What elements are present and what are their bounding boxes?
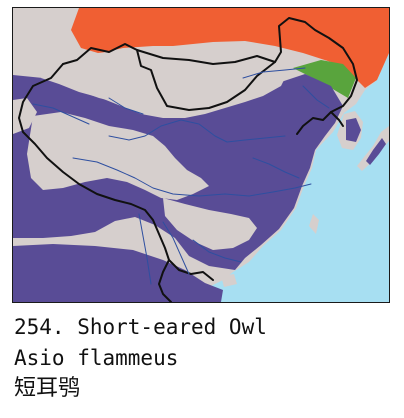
yellow-river [108, 119, 286, 143]
river-west-1 [32, 103, 90, 125]
river-south-1 [162, 221, 190, 275]
river-network [32, 67, 330, 285]
species-latin-name: Asio flammeus [14, 346, 179, 370]
river-north-1 [242, 67, 306, 79]
species-chinese-name: 短耳鸮 [14, 376, 81, 401]
river-east [252, 157, 300, 179]
species-number-and-name: 254. Short-eared Owl [14, 315, 267, 339]
country-border-west [18, 63, 214, 281]
hainan-island [221, 274, 237, 287]
yangtze-river [72, 157, 312, 197]
japan-islands [357, 126, 389, 171]
river-south-2 [192, 239, 242, 263]
breeding-range [71, 8, 389, 88]
resident-range [293, 60, 356, 98]
land-pocket-west [13, 98, 37, 134]
country-border-mongolia [136, 49, 276, 65]
land-pocket-north [41, 46, 288, 118]
river-southwest [138, 213, 152, 285]
wintering-range-korea [346, 118, 361, 142]
country-border-south [158, 259, 172, 302]
taiwan-island [309, 214, 319, 234]
river-west-2 [108, 97, 144, 115]
river-north-2 [302, 85, 330, 109]
country-border-korea [330, 111, 344, 127]
wintering-range-japan [366, 138, 386, 165]
range-map-svg [13, 8, 389, 302]
land-pocket-central [163, 198, 257, 250]
wintering-range-south [13, 244, 223, 302]
country-border [62, 17, 358, 135]
range-map [12, 7, 390, 303]
